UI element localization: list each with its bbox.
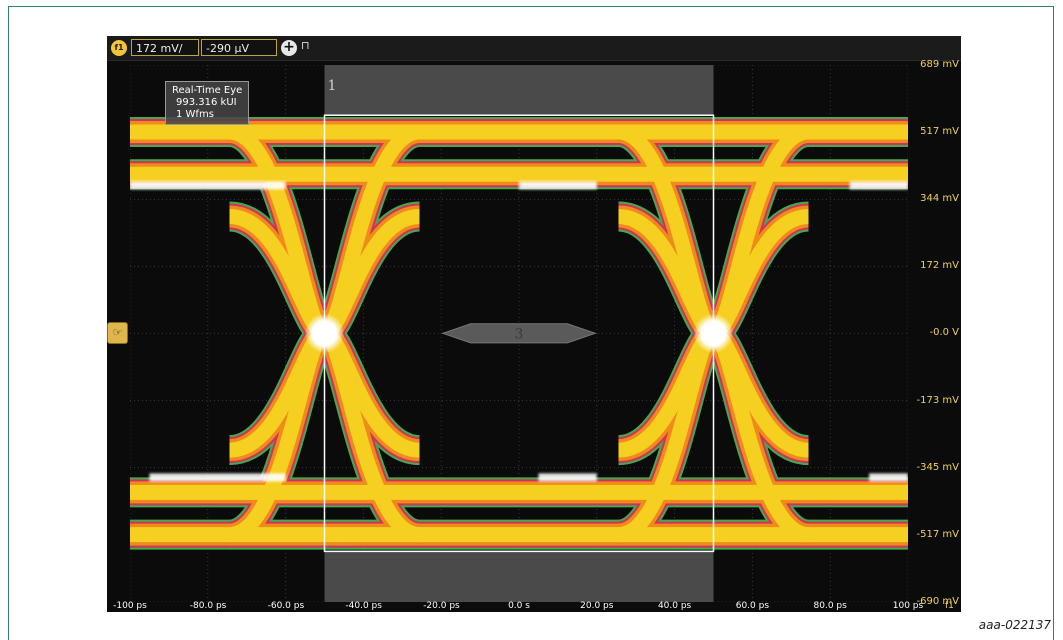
- y-tick-label: -0.0 V: [929, 327, 959, 339]
- y-tick-label: -173 mV: [916, 394, 959, 406]
- mask-top-region: [324, 65, 714, 116]
- x-tick-label: -60.0 ps: [267, 601, 305, 611]
- y-tick-label: 517 mV: [920, 125, 959, 137]
- highlight-high: [130, 181, 286, 190]
- oscilloscope-view: f1 172 mV/ -290 µV + ⊓ 123 689 mV 517 mV 3…: [107, 36, 961, 612]
- y-tick-label: -517 mV: [916, 528, 959, 540]
- highlight-low: [149, 473, 286, 482]
- eye-traces: [130, 116, 908, 550]
- y-tick-label: 689 mV: [920, 59, 959, 70]
- highlight-low: [869, 473, 908, 482]
- mask-bottom-region: [324, 551, 714, 602]
- highlight-high: [849, 181, 908, 190]
- x-tick-label: 40.0 ps: [657, 601, 692, 611]
- mask-overlay: 123: [323, 78, 715, 553]
- eye-diagram-plot: 123: [130, 65, 908, 602]
- x-tick-label: -100 ps: [113, 601, 147, 611]
- mask-label-center: 3: [515, 326, 524, 342]
- pin-icon[interactable]: ⊓: [301, 39, 310, 52]
- x-tick-label: 60.0 ps: [735, 601, 770, 611]
- channel-badge[interactable]: f1: [111, 40, 127, 56]
- mask-center-diamond: [441, 323, 597, 344]
- stats-ui-count: 993.316 kUI: [176, 97, 237, 108]
- x-tick-label: 100 ps: [892, 601, 924, 611]
- highlight-low: [538, 473, 597, 482]
- reference-marker-button[interactable]: ☞: [107, 322, 128, 344]
- figure-id: aaa-022137: [978, 618, 1051, 632]
- y-tick-label: -345 mV: [916, 461, 959, 473]
- figure-frame: [8, 6, 1054, 640]
- highlight-high: [519, 181, 597, 190]
- mask-regions: [324, 65, 714, 602]
- x-tick-label: -40.0 ps: [345, 601, 382, 611]
- x-tick-label: 0.0 s: [508, 601, 530, 611]
- x-tick-label: 80.0 ps: [813, 601, 847, 611]
- x-channel-tag: f1: [945, 601, 954, 611]
- stats-wfms: 1 Wfms: [176, 109, 214, 120]
- y-tick-label: 172 mV: [920, 260, 959, 272]
- add-icon[interactable]: +: [281, 40, 297, 56]
- vertical-scale-field[interactable]: 172 mV/: [131, 39, 199, 56]
- x-tick-label: -20.0 ps: [423, 601, 460, 611]
- vertical-offset-field[interactable]: -290 µV: [201, 39, 277, 56]
- scope-toolbar: f1 172 mV/ -290 µV + ⊓: [107, 36, 961, 61]
- y-tick-label: -690 mV: [916, 596, 959, 607]
- stats-title: Real-Time Eye: [172, 85, 243, 96]
- x-tick-label: 20.0 ps: [580, 601, 614, 611]
- mask-window-outline: [323, 114, 715, 553]
- mask-label-top: 1: [328, 78, 337, 94]
- stats-box[interactable]: Real-Time Eye 993.316 kUI 1 Wfms: [165, 81, 250, 125]
- x-tick-label: -80.0 ps: [189, 601, 227, 611]
- y-tick-label: 344 mV: [920, 193, 959, 205]
- eye-highlights: [130, 181, 908, 482]
